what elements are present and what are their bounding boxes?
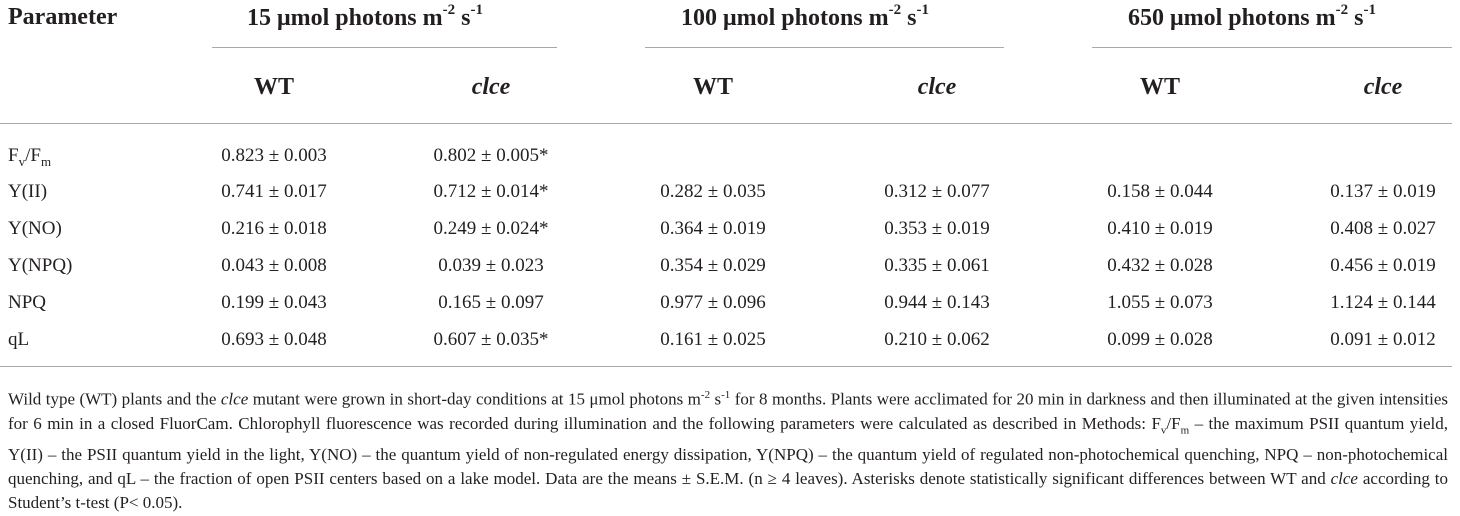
group-header-15-mid: s [455,5,471,31]
cell-ynpq-clce-100: 0.335 ± 0.061 [884,255,990,276]
row-label-fvfm: Fv/Fm [8,145,52,169]
row-label-fvfm-main: F [8,145,19,166]
cell-yii-wt-100: 0.282 ± 0.035 [660,181,766,202]
cell-ql-clce-650: 0.091 ± 0.012 [1330,329,1436,350]
group-underline-650 [1092,47,1452,48]
group-header-650-exp2: -1 [1363,2,1376,18]
cell-fvfm-clce-15: 0.802 ± 0.005* [433,145,549,166]
cell-yno-clce-100: 0.353 ± 0.019 [884,218,990,239]
group-header-100: 100 μmol photons m-2 s-1 [681,2,929,32]
subheader-wt-100: WT [692,74,733,100]
caption-clce-1: clce [220,389,249,409]
caption-clce-2: clce [1330,468,1358,488]
row-label-fvfm-sub2: m [40,154,52,169]
cell-npq-clce-650: 1.124 ± 0.144 [1330,292,1436,313]
caption-part-4: for 8 months. Plants were acclimated for… [8,389,1448,433]
cell-yii-clce-650: 0.137 ± 0.019 [1330,181,1436,202]
caption-part-5: /F [1166,413,1181,433]
cell-npq-clce-100: 0.944 ± 0.143 [884,292,990,313]
cell-yii-clce-15: 0.712 ± 0.014* [433,181,549,202]
group-header-650-exp1: -2 [1335,2,1349,18]
caption-sub-v: v [1160,424,1167,437]
group-underline-100 [645,47,1004,48]
cell-yii-clce-100: 0.312 ± 0.077 [884,181,990,202]
cell-npq-clce-15: 0.165 ± 0.097 [438,292,544,313]
subheader-wt-650: WT [1139,74,1180,100]
cell-ql-clce-100: 0.210 ± 0.062 [884,329,990,350]
cell-ql-clce-15: 0.607 ± 0.035* [433,329,549,350]
row-label-ynpq: Y(NPQ) [8,255,73,276]
group-underline-15 [212,47,557,48]
cell-yno-wt-650: 0.410 ± 0.019 [1107,218,1213,239]
row-label-ql: qL [8,329,30,350]
cell-ynpq-wt-100: 0.354 ± 0.029 [660,255,766,276]
caption-exp-2: -1 [721,389,731,401]
group-header-15-label: 15 μmol photons m [247,5,443,31]
caption-part-7: according to Student’s t-test (P< 0.05). [8,468,1448,513]
footer-rule [0,366,1452,367]
cell-ynpq-wt-650: 0.432 ± 0.028 [1107,255,1213,276]
caption-part-3: s [710,389,722,409]
group-header-100-exp1: -2 [888,2,902,18]
header-rule [0,123,1452,124]
cell-ql-wt-15: 0.693 ± 0.048 [221,329,327,350]
row-label-npq: NPQ [8,292,47,313]
group-header-650-label: 650 μmol photons m [1128,5,1336,31]
table-caption: Wild type (WT) plants and the clce mutan… [8,383,1448,516]
row-label-yii: Y(II) [8,181,48,202]
cell-yno-clce-650: 0.408 ± 0.027 [1330,218,1436,239]
caption-part-2: mutant were grown in short-day condition… [248,389,701,409]
subheader-clce-650: clce [1363,74,1403,100]
group-header-100-mid: s [901,5,917,31]
caption-exp-1: -2 [700,389,711,401]
cell-yno-wt-15: 0.216 ± 0.018 [221,218,327,239]
cell-ql-wt-100: 0.161 ± 0.025 [660,329,766,350]
cell-npq-wt-650: 1.055 ± 0.073 [1107,292,1213,313]
caption-part-1: Wild type (WT) plants and the [8,389,221,409]
subheader-clce-15: clce [471,74,511,100]
subheader-clce-100: clce [917,74,957,100]
group-header-15: 15 μmol photons m-2 s-1 [247,2,483,32]
row-label-fvfm-sub1: v [18,154,26,169]
group-header-100-label: 100 μmol photons m [681,5,889,31]
cell-ynpq-wt-15: 0.043 ± 0.008 [221,255,327,276]
group-header-100-exp2: -1 [916,2,929,18]
parameter-header: Parameter [8,4,118,30]
group-header-650-mid: s [1348,5,1364,31]
cell-yii-wt-650: 0.158 ± 0.044 [1107,181,1213,202]
caption-sub-m: m [1180,424,1190,437]
cell-yii-wt-15: 0.741 ± 0.017 [221,181,327,202]
row-label-yno: Y(NO) [8,218,62,239]
caption-part-6: – the maximum PSII quantum yield, Y(II) … [8,413,1448,488]
group-header-15-exp2: -1 [470,2,483,18]
group-header-15-exp1: -2 [442,2,456,18]
cell-yno-clce-15: 0.249 ± 0.024* [433,218,549,239]
cell-npq-wt-100: 0.977 ± 0.096 [660,292,766,313]
cell-ql-wt-650: 0.099 ± 0.028 [1107,329,1213,350]
cell-fvfm-wt-15: 0.823 ± 0.003 [221,145,327,166]
cell-yno-wt-100: 0.364 ± 0.019 [660,218,766,239]
subheader-wt-15: WT [253,74,294,100]
cell-npq-wt-15: 0.199 ± 0.043 [221,292,327,313]
cell-ynpq-clce-15: 0.039 ± 0.023 [438,255,544,276]
row-label-fvfm-mid: /F [25,145,41,166]
group-header-650: 650 μmol photons m-2 s-1 [1128,2,1376,32]
cell-ynpq-clce-650: 0.456 ± 0.019 [1330,255,1436,276]
